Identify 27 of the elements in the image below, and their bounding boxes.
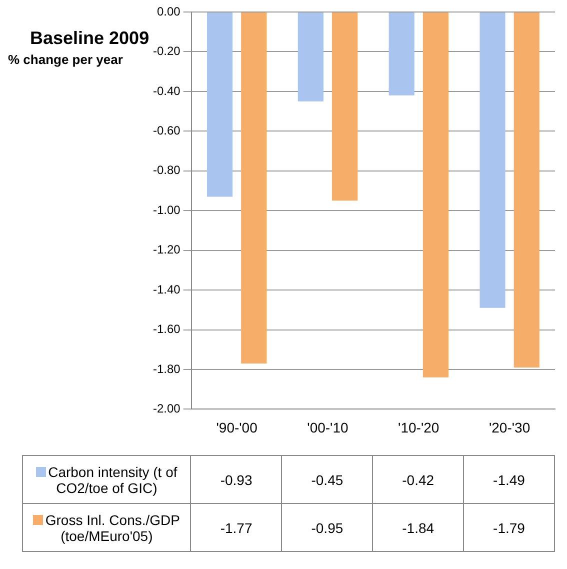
y-tick-label: -1.00 bbox=[152, 202, 181, 217]
legend-label: Gross Inl. Cons./GDP (toe/MEuro'05) bbox=[22, 504, 191, 552]
y-tick-label: -0.20 bbox=[152, 44, 181, 58]
text: Baseline 2009 bbox=[30, 28, 150, 49]
x-tick-label: '00-'10 bbox=[307, 419, 349, 436]
y-tick-label: -1.20 bbox=[152, 242, 181, 257]
y-tick-label: -1.40 bbox=[152, 282, 181, 296]
data-label: -1.79 bbox=[464, 504, 554, 552]
y-tick-label: -1.60 bbox=[152, 322, 181, 336]
x-tick-label: '10-'20 bbox=[398, 419, 440, 436]
data-label: -0.42 bbox=[372, 456, 464, 504]
data-label: -1.84 bbox=[372, 504, 464, 552]
data-label: -1.49 bbox=[464, 456, 554, 504]
x-tick-label: '90-'00 bbox=[216, 419, 258, 436]
x-tick-label: '20-'30 bbox=[488, 419, 530, 436]
data-label: -1.77 bbox=[190, 504, 282, 552]
y-tick-label: -0.60 bbox=[152, 123, 181, 138]
data-label: -0.95 bbox=[282, 504, 373, 552]
legend-label: Carbon intensity (t of CO2/toe of GIC) bbox=[22, 456, 191, 504]
y-tick-label: -0.40 bbox=[152, 84, 181, 98]
data-label: -0.93 bbox=[190, 456, 282, 504]
data-label: -0.45 bbox=[282, 456, 373, 504]
text: % change per year bbox=[8, 52, 123, 67]
y-tick-label: 0.00 bbox=[156, 4, 181, 18]
y-tick-label: -0.80 bbox=[152, 163, 181, 178]
y-tick-label: -1.80 bbox=[152, 362, 181, 376]
y-tick-label: -2.00 bbox=[152, 402, 181, 416]
